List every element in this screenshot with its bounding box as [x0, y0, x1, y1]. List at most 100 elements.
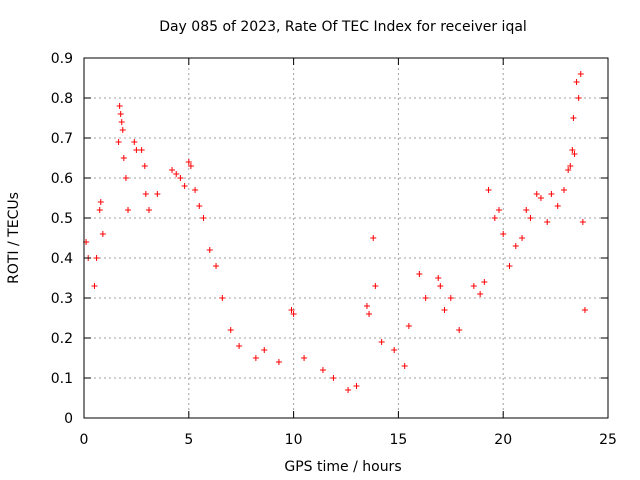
data-point — [506, 263, 513, 269]
data-point — [370, 235, 377, 241]
data-point — [571, 151, 578, 157]
data-point — [117, 111, 124, 117]
data-point — [185, 159, 192, 165]
y-tick-label: 0.4 — [51, 251, 73, 267]
data-point — [548, 191, 555, 197]
x-axis-label: GPS time / hours — [284, 459, 401, 475]
data-point — [416, 271, 423, 277]
data-point — [97, 199, 104, 205]
data-point — [527, 215, 534, 221]
data-point — [187, 163, 194, 169]
data-point — [261, 347, 268, 353]
data-point — [219, 295, 226, 301]
y-axis-label: ROTI / TECUs — [6, 192, 22, 284]
data-point — [491, 215, 498, 221]
data-point — [154, 191, 161, 197]
data-point — [206, 247, 213, 253]
y-tick-label: 0.5 — [51, 211, 73, 227]
y-tick-label: 0.3 — [51, 291, 73, 307]
data-point — [145, 207, 152, 213]
data-point — [366, 311, 373, 317]
data-point — [116, 103, 123, 109]
data-point — [441, 307, 448, 313]
data-point — [565, 167, 572, 173]
y-tick-label: 0.6 — [51, 171, 73, 187]
data-point — [363, 303, 370, 309]
data-point — [567, 163, 574, 169]
data-point — [181, 183, 188, 189]
data-point — [533, 191, 540, 197]
y-tick-label: 0.7 — [51, 131, 73, 147]
axis-ticks: 0 0.1 0.2 0.3 0.4 0.5 0.6 0.7 0.8 0.9 0 5 10 15 20 25 — [51, 51, 617, 448]
data-point — [378, 339, 385, 345]
data-point — [122, 175, 129, 181]
data-point — [115, 139, 122, 145]
data-point — [579, 219, 586, 225]
data-point — [301, 355, 308, 361]
data-point — [330, 375, 337, 381]
data-point — [119, 127, 126, 133]
x-tick-label: 5 — [184, 432, 193, 448]
data-point — [581, 307, 588, 313]
data-point — [131, 139, 138, 145]
data-point — [496, 207, 503, 213]
data-point — [142, 191, 149, 197]
data-point — [319, 367, 326, 373]
data-point — [192, 187, 199, 193]
y-tick-label: 0 — [64, 411, 73, 427]
data-point — [575, 95, 582, 101]
x-tick-label: 20 — [494, 432, 512, 448]
data-point — [252, 355, 259, 361]
data-point — [577, 71, 584, 77]
x-tick-label: 25 — [599, 432, 617, 448]
y-tick-label: 0.8 — [51, 91, 73, 107]
data-point — [391, 347, 398, 353]
data-point — [141, 163, 148, 169]
data-point — [512, 243, 519, 249]
data-point — [570, 115, 577, 121]
data-point — [173, 171, 180, 177]
data-point — [213, 263, 220, 269]
data-point — [118, 119, 125, 125]
data-points — [83, 71, 588, 393]
data-point — [93, 255, 100, 261]
data-point — [96, 207, 103, 213]
data-point — [91, 283, 98, 289]
data-point — [481, 279, 488, 285]
data-point — [437, 283, 444, 289]
data-point — [573, 79, 580, 85]
data-point — [372, 283, 379, 289]
data-point — [227, 327, 234, 333]
data-point — [288, 307, 295, 313]
data-point — [470, 283, 477, 289]
data-point — [120, 155, 127, 161]
data-point — [177, 175, 184, 181]
data-point — [519, 235, 526, 241]
y-tick-label: 0.1 — [51, 371, 73, 387]
data-point — [569, 147, 576, 153]
x-tick-label: 10 — [285, 432, 303, 448]
data-point — [275, 359, 282, 365]
data-point — [345, 387, 352, 393]
data-point — [477, 291, 484, 297]
data-point — [537, 195, 544, 201]
data-point — [138, 147, 145, 153]
y-tick-label: 0.9 — [51, 51, 73, 67]
data-point — [560, 187, 567, 193]
data-point — [169, 167, 176, 173]
data-point — [196, 203, 203, 209]
data-point — [236, 343, 243, 349]
data-point — [99, 231, 106, 237]
plot-frame — [83, 57, 609, 419]
data-point — [401, 363, 408, 369]
data-point — [435, 275, 442, 281]
data-point — [500, 231, 507, 237]
chart-title: Day 085 of 2023, Rate Of TEC Index for r… — [159, 19, 527, 35]
data-point — [422, 295, 429, 301]
x-tick-label: 0 — [80, 432, 89, 448]
data-point — [544, 219, 551, 225]
data-point — [405, 323, 412, 329]
data-point — [485, 187, 492, 193]
data-point — [133, 147, 140, 153]
